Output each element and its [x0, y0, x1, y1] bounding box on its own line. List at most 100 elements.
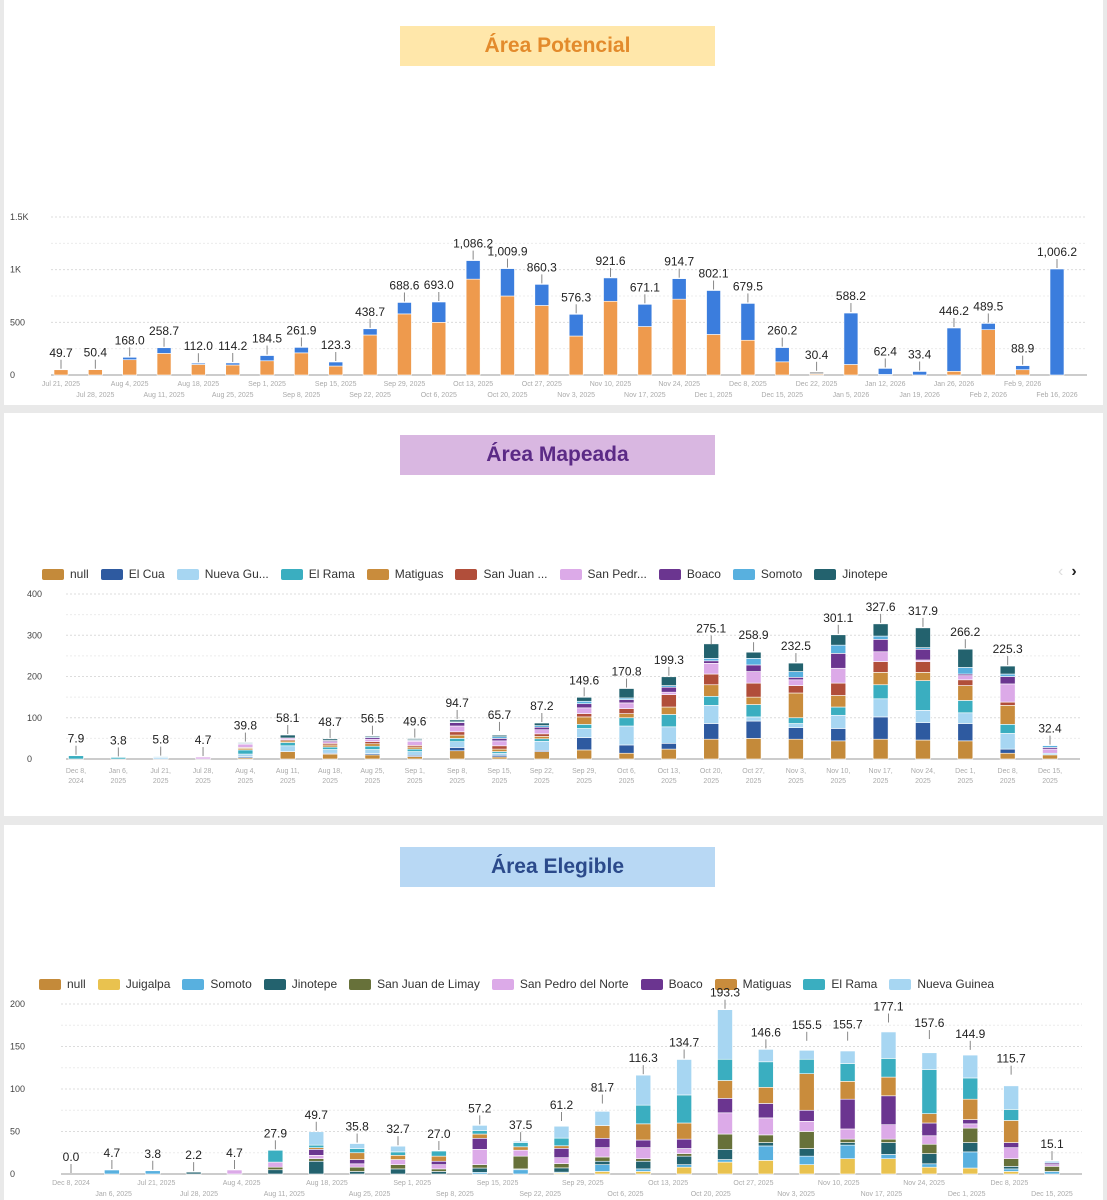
bar-segment[interactable]: [788, 685, 804, 694]
bar-segment[interactable]: [788, 717, 804, 724]
bar-segment[interactable]: [703, 643, 720, 659]
bar-segment[interactable]: [921, 1069, 938, 1114]
bar-segment[interactable]: [872, 698, 889, 718]
bar-segment[interactable]: [830, 740, 847, 760]
bar-segment[interactable]: [915, 739, 931, 760]
bar-segment[interactable]: [758, 1134, 774, 1143]
bar-segment[interactable]: [717, 1159, 733, 1163]
bar-segment[interactable]: [962, 1054, 979, 1079]
bar-segment[interactable]: [294, 352, 309, 376]
bar-segment[interactable]: [1049, 268, 1065, 376]
bar-segment[interactable]: [717, 1161, 733, 1175]
bar-segment[interactable]: [661, 691, 677, 695]
bar-segment[interactable]: [717, 1009, 733, 1060]
bar-segment[interactable]: [635, 1168, 652, 1172]
bar-segment[interactable]: [915, 680, 931, 711]
bar-segment[interactable]: [880, 1158, 897, 1175]
bar-segment[interactable]: [534, 733, 550, 737]
bar-segment[interactable]: [364, 754, 381, 760]
bar-segment[interactable]: [431, 1171, 447, 1175]
bar-segment[interactable]: [703, 673, 720, 686]
bar-segment[interactable]: [872, 684, 889, 700]
bar-segment[interactable]: [88, 369, 103, 376]
bar-segment[interactable]: [798, 1164, 815, 1175]
bar-segment[interactable]: [661, 714, 677, 728]
bar-segment[interactable]: [676, 1155, 692, 1165]
bar-segment[interactable]: [237, 753, 254, 757]
bar-segment[interactable]: [999, 724, 1016, 734]
bar-segment[interactable]: [328, 361, 344, 367]
bar-segment[interactable]: [830, 653, 847, 669]
bar-segment[interactable]: [745, 651, 762, 659]
bar-segment[interactable]: [471, 1137, 488, 1150]
bar-segment[interactable]: [830, 695, 847, 708]
bar-segment[interactable]: [717, 1080, 733, 1099]
bar-segment[interactable]: [364, 743, 381, 747]
bar-segment[interactable]: [576, 737, 592, 751]
bar-segment[interactable]: [618, 744, 635, 754]
bar-segment[interactable]: [237, 743, 254, 748]
bar-segment[interactable]: [308, 1160, 325, 1175]
bar-segment[interactable]: [322, 753, 338, 760]
bar-segment[interactable]: [471, 1133, 488, 1139]
bar-segment[interactable]: [449, 750, 465, 760]
bar-segment[interactable]: [349, 1148, 365, 1154]
bar-segment[interactable]: [449, 719, 465, 723]
bar-segment[interactable]: [635, 1158, 652, 1162]
bar-segment[interactable]: [839, 1138, 856, 1143]
legend-item[interactable]: null: [39, 977, 86, 991]
bar-segment[interactable]: [364, 741, 381, 745]
bar-segment[interactable]: [1044, 1166, 1060, 1172]
bar-segment[interactable]: [553, 1167, 570, 1173]
bar-segment[interactable]: [594, 1164, 611, 1172]
bar-segment[interactable]: [706, 290, 721, 335]
bar-segment[interactable]: [1015, 365, 1030, 371]
bar-segment[interactable]: [671, 298, 687, 376]
bar-segment[interactable]: [915, 710, 931, 724]
bar-segment[interactable]: [568, 335, 584, 376]
bar-segment[interactable]: [703, 705, 720, 724]
bar-segment[interactable]: [962, 1123, 979, 1129]
bar-segment[interactable]: [449, 747, 465, 752]
bar-segment[interactable]: [676, 1153, 692, 1157]
bar-segment[interactable]: [921, 1113, 938, 1124]
legend-item[interactable]: Boaco: [658, 567, 721, 581]
bar-segment[interactable]: [703, 738, 720, 760]
bar-segment[interactable]: [635, 1104, 652, 1125]
bar-segment[interactable]: [774, 361, 790, 376]
bar-segment[interactable]: [156, 353, 172, 376]
bar-segment[interactable]: [676, 1094, 692, 1124]
bar-segment[interactable]: [279, 742, 296, 747]
bar-segment[interactable]: [279, 734, 296, 739]
bar-segment[interactable]: [1015, 369, 1030, 376]
bar-segment[interactable]: [349, 1159, 365, 1165]
bar-segment[interactable]: [491, 756, 508, 760]
bar-segment[interactable]: [267, 1166, 284, 1171]
bar-segment[interactable]: [946, 371, 962, 376]
bar-segment[interactable]: [594, 1171, 611, 1175]
bar-segment[interactable]: [471, 1164, 488, 1169]
bar-segment[interactable]: [471, 1149, 488, 1165]
bar-segment[interactable]: [534, 729, 550, 735]
bar-segment[interactable]: [745, 682, 762, 698]
bar-segment[interactable]: [491, 748, 508, 752]
bar-segment[interactable]: [449, 722, 465, 727]
bar-segment[interactable]: [191, 364, 206, 376]
bar-segment[interactable]: [830, 728, 847, 742]
bar-segment[interactable]: [1003, 1168, 1019, 1172]
legend-item[interactable]: Somoto: [732, 567, 802, 581]
bar-segment[interactable]: [294, 347, 309, 354]
bar-segment[interactable]: [500, 295, 515, 376]
bar-segment[interactable]: [676, 1164, 692, 1168]
bar-segment[interactable]: [839, 1144, 856, 1160]
bar-segment[interactable]: [328, 365, 344, 376]
bar-segment[interactable]: [1003, 1171, 1019, 1175]
bar-segment[interactable]: [122, 359, 137, 376]
bar-segment[interactable]: [449, 738, 465, 742]
bar-segment[interactable]: [553, 1148, 570, 1158]
bar-segment[interactable]: [512, 1149, 529, 1157]
bar-segment[interactable]: [839, 1098, 856, 1130]
bar-segment[interactable]: [364, 749, 381, 754]
bar-segment[interactable]: [225, 362, 241, 366]
bar-segment[interactable]: [1003, 1142, 1019, 1148]
